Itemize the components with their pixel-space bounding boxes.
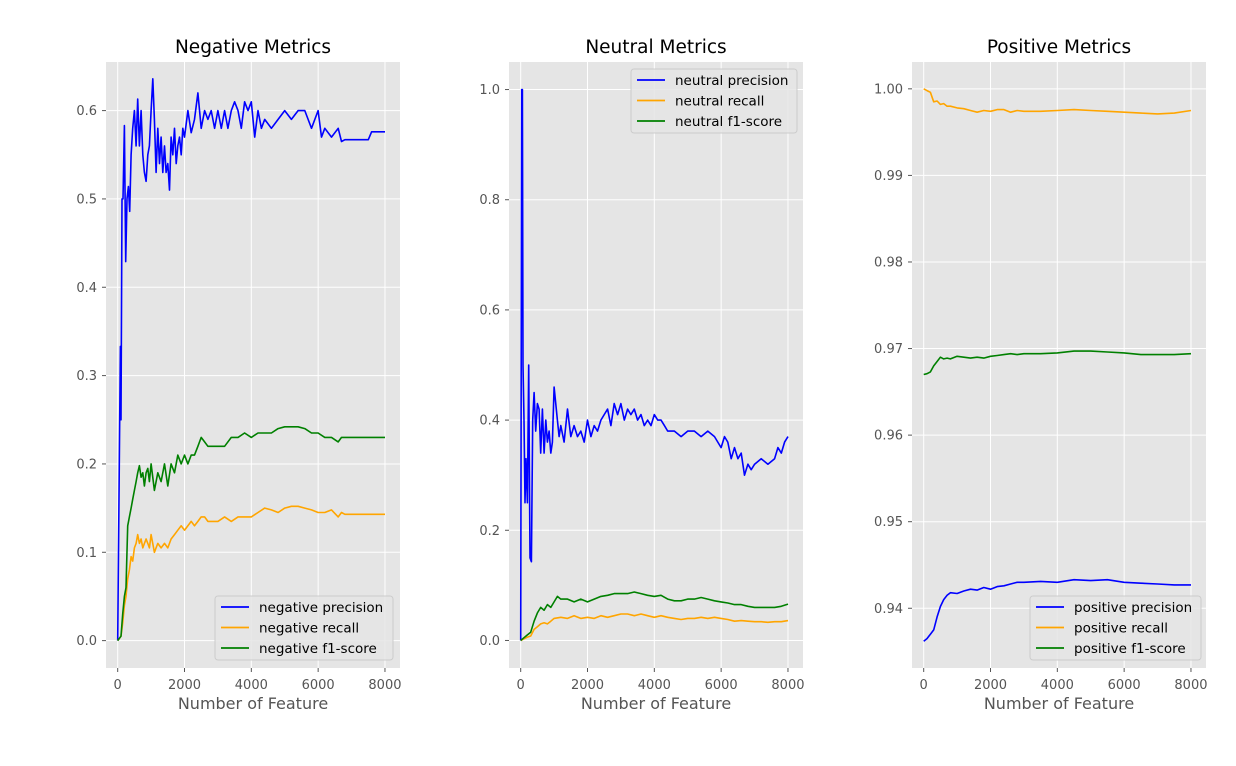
legend-label: negative recall: [259, 621, 359, 637]
chart-title: Positive Metrics: [987, 37, 1131, 58]
y-tick-label: 0.8: [479, 193, 500, 208]
legend-label: positive f1-score: [1074, 641, 1186, 657]
y-tick-label: 0.97: [874, 342, 903, 357]
y-tick-label: 0.0: [479, 634, 500, 649]
y-tick-label: 0.94: [874, 602, 903, 617]
series-line-neutral-f1-score: [520, 591, 789, 642]
chart-panel-2: 0 2000 4000 6000 8000 0.0 0.2 0.4 0.6 0.8 1.0 Neutr…: [479, 37, 804, 713]
series-line-positive-recall: [923, 88, 1192, 115]
y-tick-label: 0.6: [76, 104, 97, 119]
x-tick-label: 6000: [1108, 678, 1141, 693]
series-line-negative-precision: [116, 78, 385, 641]
x-tick-label: 6000: [302, 678, 335, 693]
legend-label: neutral f1-score: [675, 114, 782, 130]
x-tick-label: 0: [114, 678, 122, 693]
legend-label: negative f1-score: [259, 641, 377, 657]
x-tick-label: 8000: [771, 678, 804, 693]
legend: neutral precision neutral recall neutral f…: [630, 68, 798, 134]
y-tick-label: 0.3: [76, 369, 97, 384]
y-tick-label: 0.2: [76, 457, 97, 472]
series-line-neutral-recall: [520, 613, 789, 642]
y-tick-label: 0.5: [76, 192, 97, 207]
legend-label: neutral recall: [675, 94, 764, 110]
chart-panel-1: 0 2000 4000 6000 8000 0.0 0.1 0.2 0.3 0.4 0.5 0.6 Ne…: [76, 37, 401, 713]
chart-title: Negative Metrics: [175, 37, 331, 58]
y-tick-label: 0.96: [874, 429, 903, 444]
series-line-neutral-precision: [519, 88, 789, 641]
y-tick-label: 0.6: [479, 303, 500, 318]
legend-label: negative precision: [259, 600, 383, 616]
x-tick-label: 8000: [1174, 678, 1207, 693]
plot-area: [912, 62, 1206, 668]
legend-frame: [630, 68, 798, 134]
series-line-positive-f1-score: [923, 350, 1192, 376]
legend-label: neutral precision: [675, 73, 788, 89]
x-tick-label: 2000: [974, 678, 1007, 693]
x-tick-label: 0: [920, 678, 928, 693]
y-tick-label: 0.4: [479, 414, 500, 429]
legend-frame: [1029, 595, 1202, 661]
x-tick-label: 4000: [1041, 678, 1074, 693]
legend-frame: [214, 595, 394, 661]
y-tick-label: 0.95: [874, 515, 903, 530]
x-axis-label: Number of Feature: [581, 694, 731, 713]
x-axis-label: Number of Feature: [178, 694, 328, 713]
x-tick-label: 2000: [571, 678, 604, 693]
x-tick-label: 8000: [368, 678, 401, 693]
y-tick-label: 1.0: [479, 83, 500, 98]
y-tick-label: 0.99: [874, 169, 903, 184]
x-tick-label: 4000: [638, 678, 671, 693]
y-tick-label: 0.4: [76, 281, 97, 296]
x-tick-label: 0: [517, 678, 525, 693]
y-tick-label: 0.98: [874, 255, 903, 270]
y-tick-label: 0.1: [76, 546, 97, 561]
plot-area: [509, 62, 803, 668]
plot-area: [106, 62, 400, 668]
x-tick-label: 6000: [705, 678, 738, 693]
y-tick-label: 0.0: [76, 634, 97, 649]
legend: positive precision positive recall positiv…: [1029, 595, 1202, 661]
legend-label: positive precision: [1074, 600, 1192, 616]
legend-label: positive recall: [1074, 621, 1168, 637]
y-tick-label: 1.00: [874, 82, 903, 97]
series-line-negative-recall: [117, 505, 385, 642]
legend: negative precision negative recall negativ…: [214, 595, 394, 661]
x-tick-label: 2000: [168, 678, 201, 693]
y-tick-label: 0.2: [479, 524, 500, 539]
chart-panel-3: 0 2000 4000 6000 8000 0.94 0.95 0.96 0.97 0.98 0.9…: [874, 37, 1207, 713]
series-line-negative-f1-score: [117, 425, 385, 642]
x-axis-label: Number of Feature: [984, 694, 1134, 713]
series-line-positive-precision: [923, 578, 1191, 642]
x-tick-label: 4000: [235, 678, 268, 693]
chart-title: Neutral Metrics: [585, 37, 726, 58]
